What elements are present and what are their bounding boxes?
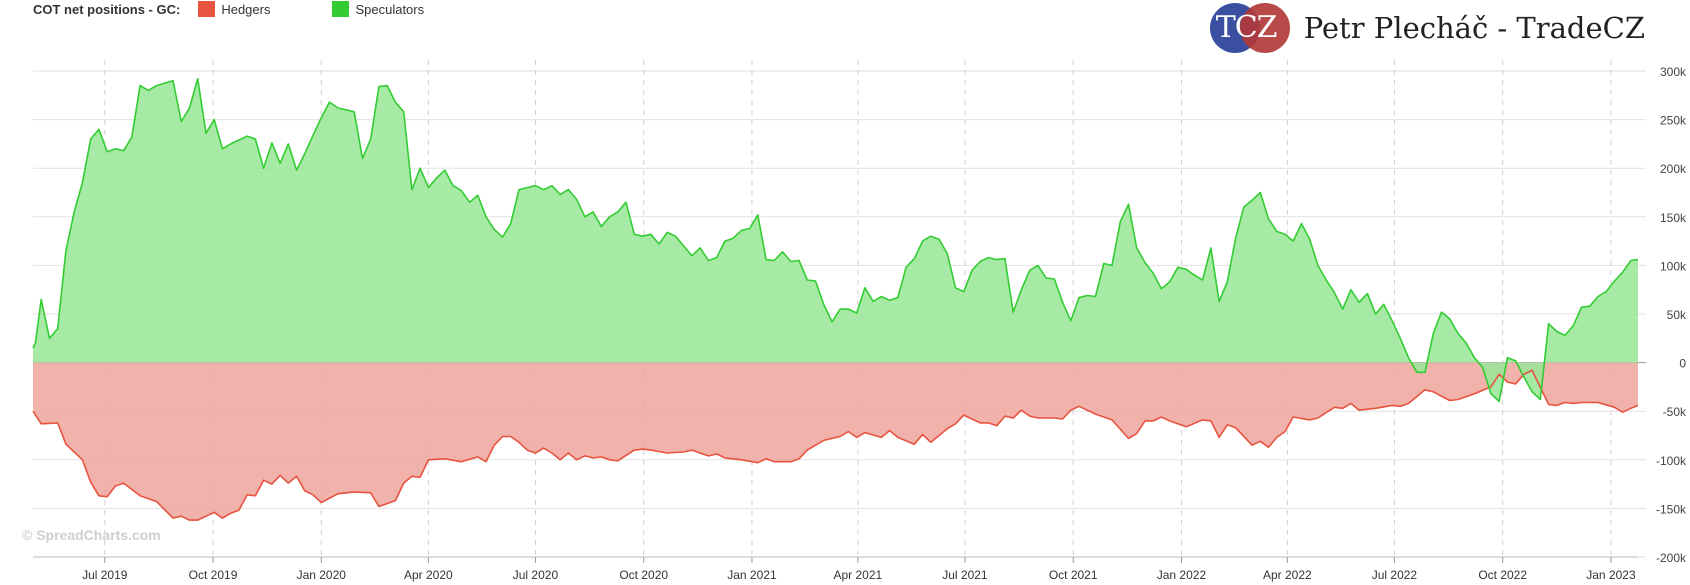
y-tick-label: 250k [1660, 114, 1687, 128]
y-tick-label: 150k [1660, 211, 1687, 225]
legend-label-speculators: Speculators [355, 1, 425, 17]
legend: COT net positions - GC: Hedgers Speculat… [33, 0, 486, 18]
x-tick-label: Jan 2022 [1157, 568, 1207, 582]
legend-label-hedgers: Hedgers [221, 1, 271, 17]
x-tick-label: Jul 2022 [1372, 568, 1418, 582]
x-tick-label: Jan 2023 [1586, 568, 1636, 582]
speculators-swatch [332, 1, 350, 17]
x-tick-label: Apr 2022 [1263, 568, 1312, 582]
x-tick-label: Oct 2022 [1478, 568, 1527, 582]
brand-name: Petr Plecháč - TradeCZ [1303, 11, 1645, 45]
x-tick-label: Apr 2021 [834, 568, 883, 582]
line-hedgers [32, 369, 1639, 521]
hedgers-swatch [198, 1, 216, 17]
y-tick-label: 200k [1660, 162, 1687, 176]
y-axis: 300k 250k 200k 150k 100k 50k 0 -50k -100k -150k -2… [1656, 65, 1687, 565]
brand: TCZ Petr Plecháč - TradeCZ [1209, 2, 1645, 54]
x-axis: Jul 2019 Oct 2019 Jan 2020 Apr 2020 Jul 2020… [33, 556, 1638, 582]
y-tick-label: -150k [1656, 502, 1687, 516]
x-tick-label: Apr 2020 [404, 568, 453, 582]
y-tick-label: -200k [1656, 551, 1687, 565]
y-tick-label: -100k [1656, 454, 1687, 468]
x-tick-label: Oct 2021 [1049, 568, 1098, 582]
x-tick-label: Jul 2019 [82, 568, 128, 582]
x-tick-label: Jul 2020 [513, 568, 559, 582]
x-tick-label: Jan 2021 [727, 568, 777, 582]
line-speculators [32, 78, 1639, 403]
y-tick-label: -50k [1663, 405, 1687, 419]
series-areas [33, 78, 1638, 521]
area-speculators [33, 78, 1638, 402]
legend-title: COT net positions - GC: [33, 1, 181, 17]
x-tick-label: Oct 2019 [189, 568, 238, 582]
series-lines [32, 78, 1639, 521]
legend-item-speculators[interactable]: Speculators [332, 1, 424, 17]
y-tick-label: 100k [1660, 259, 1687, 273]
y-tick-label: 50k [1667, 308, 1687, 322]
watermark: © SpreadCharts.com [22, 527, 161, 543]
logo-circle-red [1239, 3, 1290, 53]
x-tick-label: Oct 2020 [619, 568, 668, 582]
y-tick-label: 300k [1660, 65, 1687, 79]
brand-logo: TCZ [1209, 2, 1292, 54]
logo-text: TCZ [1215, 10, 1278, 45]
legend-item-hedgers[interactable]: Hedgers [198, 1, 270, 17]
x-tick-label: Jul 2021 [942, 568, 988, 582]
area-hedgers [33, 362, 1638, 521]
x-tick-label: Jan 2020 [297, 568, 347, 582]
y-tick-label: 0 [1679, 357, 1686, 371]
